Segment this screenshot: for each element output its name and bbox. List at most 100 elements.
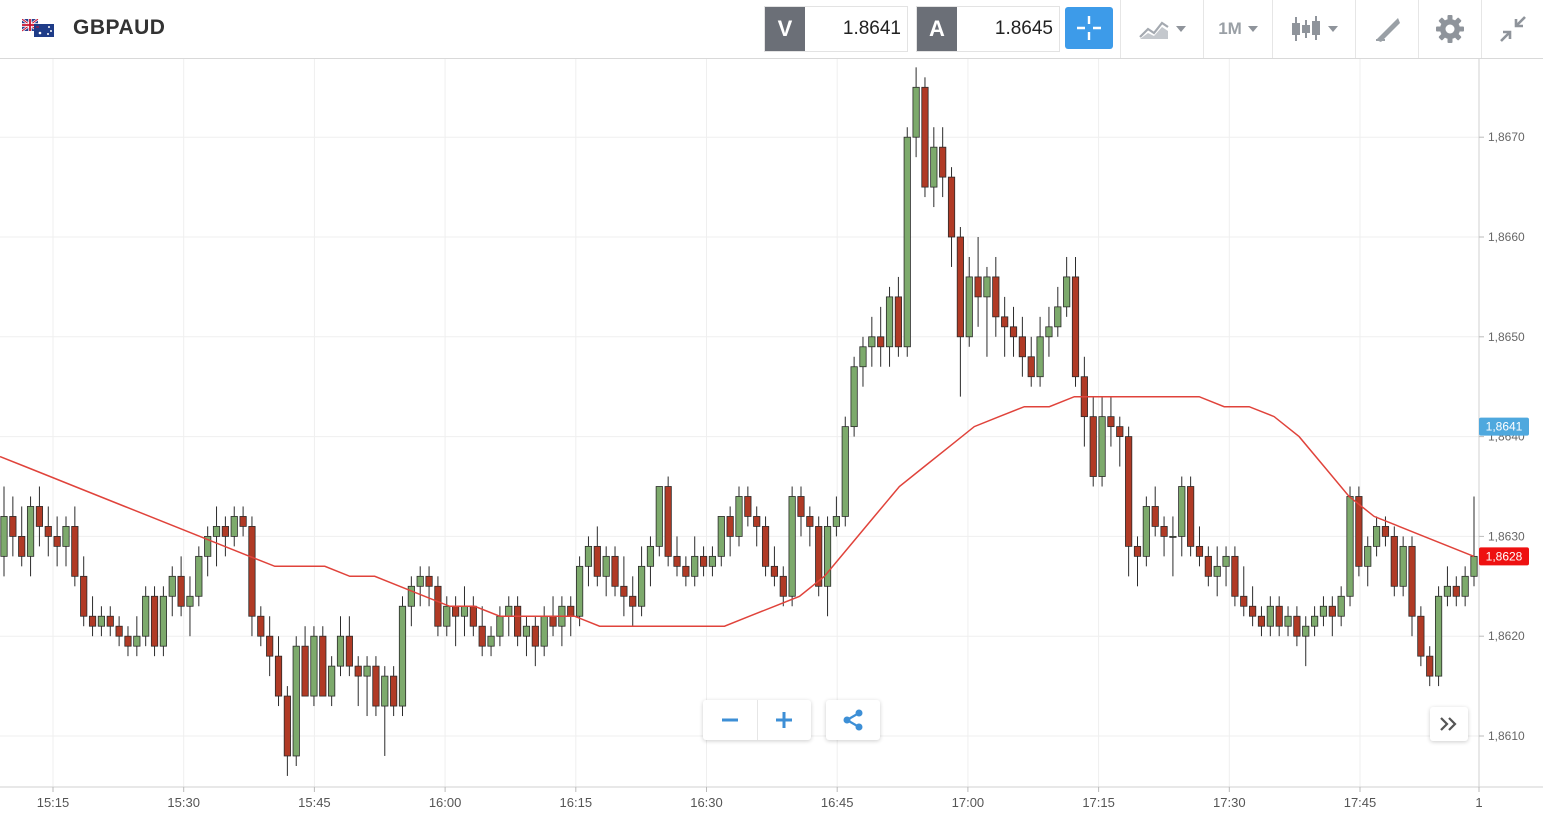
candle-body	[1222, 555, 1230, 567]
candle-body	[903, 136, 911, 348]
candle	[1257, 606, 1266, 637]
candle-body	[1195, 545, 1204, 557]
drawing-tools-button[interactable]	[1355, 0, 1418, 58]
candle-style-button[interactable]	[1272, 0, 1355, 58]
candle	[390, 666, 398, 717]
candle-body	[301, 645, 309, 697]
candle	[797, 486, 805, 537]
candle	[655, 486, 663, 557]
candle	[1328, 596, 1336, 637]
candle	[947, 167, 956, 267]
candle-body	[487, 635, 495, 647]
candle-body	[345, 635, 353, 667]
candle-body	[655, 486, 663, 547]
gear-icon	[1436, 15, 1464, 43]
candle-body	[1311, 615, 1319, 627]
candle	[1417, 606, 1425, 667]
candle	[1461, 566, 1469, 607]
candle	[292, 636, 300, 766]
candle	[212, 506, 221, 567]
candle-body	[1169, 535, 1177, 538]
y-tick-label: 1,8620	[1488, 629, 1525, 643]
candle	[469, 596, 477, 637]
candle-body	[1125, 436, 1133, 547]
candle	[9, 496, 17, 557]
candle-body	[1319, 605, 1328, 617]
candle	[770, 546, 779, 587]
candle-body	[35, 506, 44, 527]
flag-icon	[22, 19, 54, 37]
candle-body	[1275, 605, 1283, 627]
crosshair-button[interactable]	[1065, 7, 1113, 49]
candle	[717, 516, 725, 567]
candle-body	[744, 496, 752, 517]
candle	[257, 606, 265, 647]
candle-body	[992, 276, 1000, 318]
candle-body	[124, 635, 132, 647]
x-tick-label: 17:30	[1213, 795, 1246, 810]
candle-body	[106, 615, 114, 627]
candle	[0, 486, 8, 577]
candle	[1036, 316, 1044, 387]
candle-body	[1417, 615, 1425, 657]
settings-button[interactable]	[1418, 0, 1481, 58]
candle-body	[1160, 526, 1168, 537]
candle	[1355, 486, 1363, 577]
timeframe-selector[interactable]: 1M	[1203, 0, 1272, 58]
drawing-icon	[1376, 18, 1400, 42]
candle-body	[1204, 555, 1212, 577]
share-button[interactable]	[826, 700, 880, 740]
candle-body	[753, 516, 761, 527]
x-tick-label: 15:15	[37, 795, 70, 810]
candle-body	[257, 615, 265, 637]
candle-body	[806, 516, 814, 527]
candle	[274, 636, 283, 707]
scroll-to-latest-button[interactable]	[1430, 707, 1468, 741]
candle	[983, 266, 991, 357]
candle	[487, 626, 495, 657]
collapse-button[interactable]	[1481, 0, 1543, 58]
candle	[735, 486, 743, 547]
candle-body	[770, 565, 779, 577]
candle	[1249, 586, 1257, 627]
candle	[1408, 536, 1416, 637]
candles-icon	[1292, 16, 1320, 41]
candle	[673, 536, 681, 577]
candle	[540, 606, 548, 657]
x-tick-label: 15:45	[298, 795, 331, 810]
candle	[744, 486, 752, 527]
candle	[1284, 606, 1292, 637]
candle-body	[1373, 526, 1381, 547]
candle-body	[691, 555, 699, 577]
candle	[186, 576, 194, 637]
candle	[195, 546, 203, 607]
candle-body	[1151, 506, 1159, 527]
candle-body	[1231, 555, 1239, 597]
zoom-in-button[interactable]	[758, 700, 812, 740]
candle	[1125, 426, 1133, 577]
candle-body	[1328, 605, 1336, 617]
sell-quote[interactable]: V 1.8641	[764, 6, 908, 52]
candle-body	[363, 665, 371, 677]
candle	[230, 506, 238, 547]
candle-body	[1470, 555, 1478, 577]
candle-body	[133, 635, 141, 647]
candle	[1018, 316, 1026, 377]
chart-type-icon	[1139, 21, 1169, 39]
candle-body	[859, 346, 867, 368]
chart-type-button[interactable]	[1120, 0, 1203, 58]
candle	[868, 316, 876, 367]
price-chart[interactable]: 1,86101,86201,86301,86401,86501,86601,86…	[0, 59, 1543, 825]
candle	[416, 566, 424, 607]
candle-body	[1089, 416, 1097, 477]
candle-body	[921, 86, 929, 188]
candle-body	[1107, 416, 1115, 428]
candle-body	[266, 635, 274, 657]
bid-price-tag-bg	[1479, 417, 1529, 436]
zoom-out-button[interactable]	[703, 700, 758, 740]
candle-body	[159, 595, 167, 647]
candle-body	[682, 565, 690, 577]
buy-quote[interactable]: A 1.8645	[916, 6, 1060, 52]
candle	[1426, 646, 1434, 687]
candle	[1231, 546, 1239, 607]
